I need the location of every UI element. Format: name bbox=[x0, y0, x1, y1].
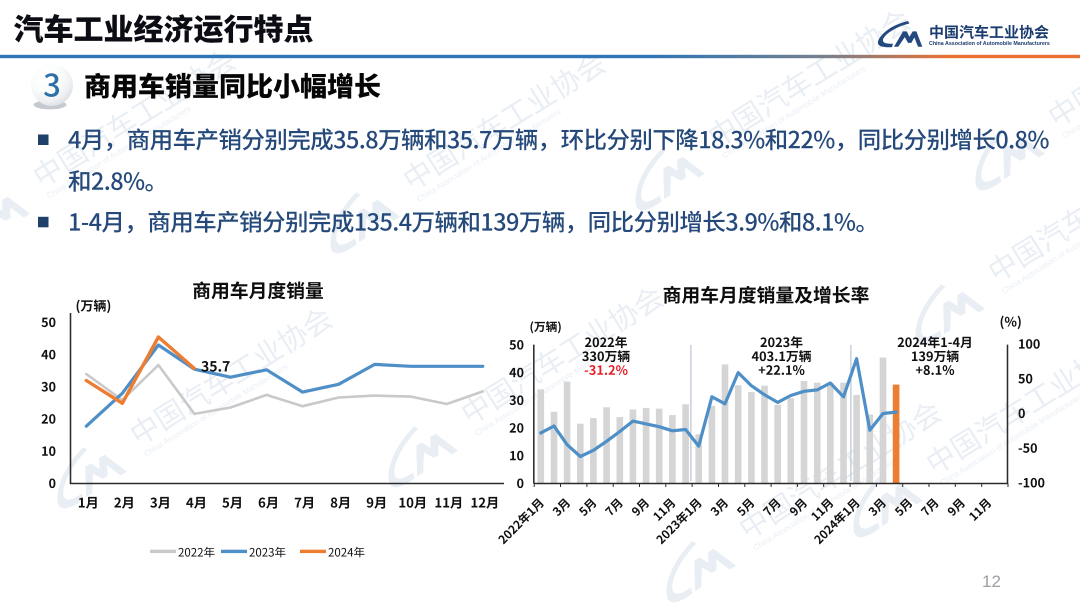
svg-text:China Association of Automobil: China Association of Automobile Manufact… bbox=[929, 41, 1050, 47]
svg-text:12: 12 bbox=[982, 572, 1001, 591]
